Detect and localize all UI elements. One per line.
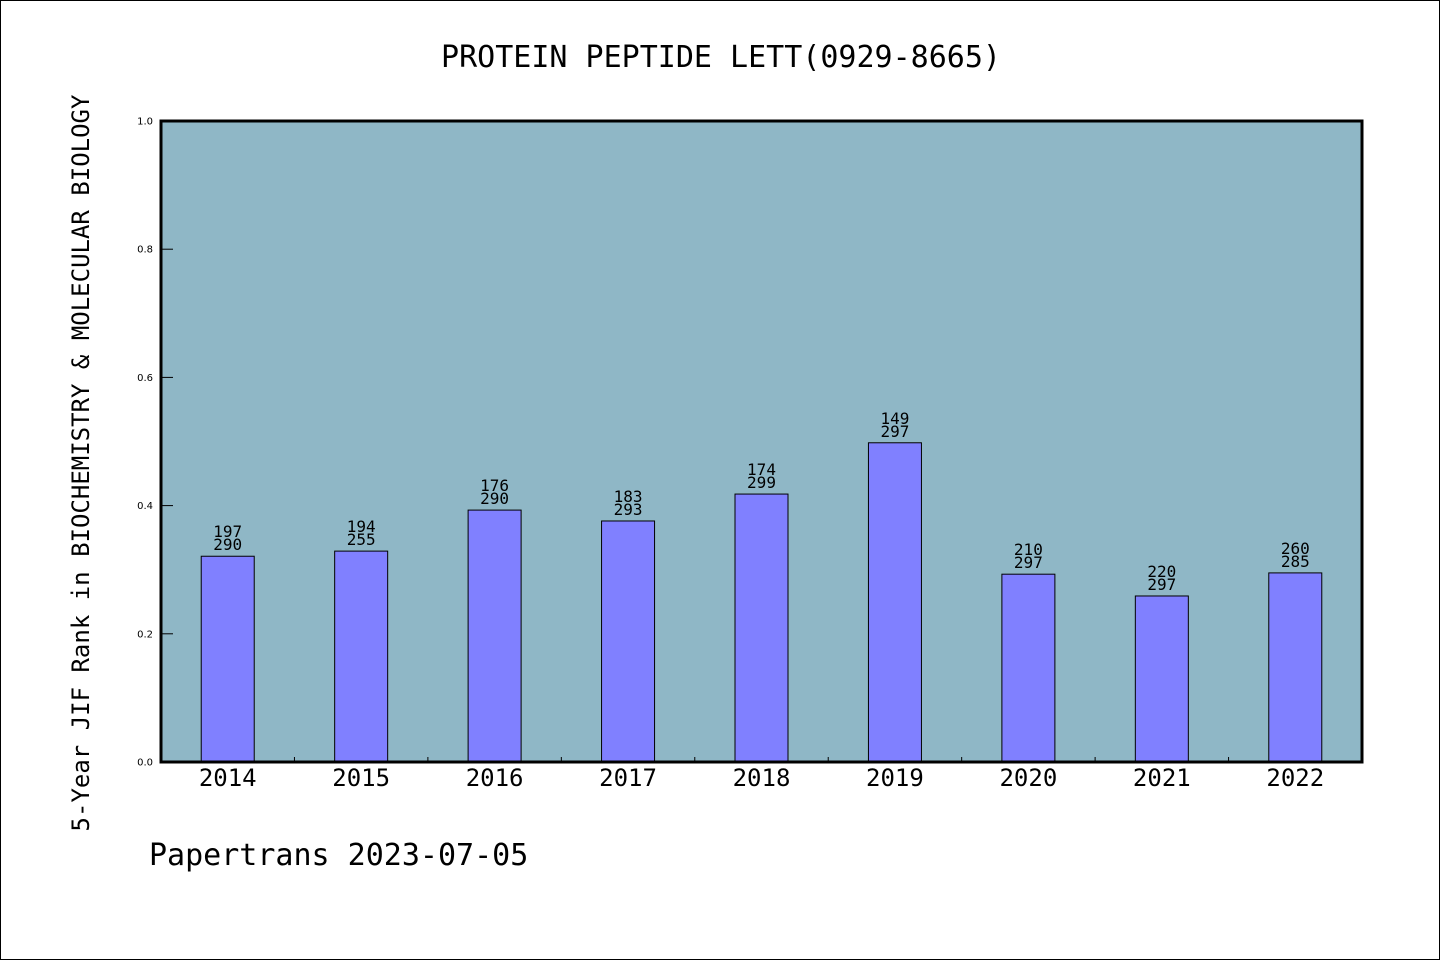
bar-label-top: 210 [1014, 540, 1043, 559]
bar-2015 [334, 550, 389, 763]
bar-label-top: 197 [213, 522, 242, 541]
bar-label-bottom: 297 [1014, 553, 1043, 572]
y-tick-label: 1.0 [137, 117, 153, 128]
bar-2020 [1001, 573, 1056, 763]
plot-area: 0.00.20.40.60.81.01972902014194255201517… [137, 117, 1364, 792]
bar-2016 [467, 509, 522, 763]
bar-label-top: 174 [747, 460, 776, 479]
bar-label-bottom: 290 [480, 489, 509, 508]
bar-2014 [200, 555, 255, 763]
x-tick-label: 2017 [599, 764, 657, 792]
bar-label-bottom: 255 [347, 530, 376, 549]
chart-title: PROTEIN PEPTIDE LETT(0929-8665) [441, 40, 1001, 75]
y-tick-label: 0.2 [137, 629, 153, 640]
x-tick-label: 2021 [1133, 764, 1191, 792]
y-tick-label: 0.0 [137, 758, 153, 769]
bar-label-bottom: 293 [614, 500, 643, 519]
bar-label-top: 149 [880, 409, 909, 428]
bar-label-bottom: 297 [1147, 575, 1176, 594]
x-tick-label: 2019 [866, 764, 924, 792]
bar-2019 [867, 442, 922, 763]
x-tick-label: 2015 [332, 764, 390, 792]
bar-label-bottom: 290 [213, 535, 242, 554]
bar-2018 [734, 493, 789, 763]
y-tick-label: 0.4 [137, 501, 153, 512]
bar-2021 [1134, 595, 1189, 763]
x-tick-label: 2014 [199, 764, 257, 792]
plot-frame [159, 119, 1364, 764]
bar-label-top: 194 [347, 517, 376, 536]
y-tick-label: 0.6 [137, 373, 153, 384]
bar-label-top: 260 [1281, 539, 1310, 558]
y-axis-label: 5-Year JIF Rank in BIOCHEMISTRY & MOLECU… [67, 94, 95, 831]
bar-label-bottom: 285 [1281, 552, 1310, 571]
bar-label-top: 183 [614, 487, 643, 506]
y-tick-label: 0.8 [137, 245, 153, 256]
bar-label-bottom: 299 [747, 473, 776, 492]
bar-label-top: 176 [480, 476, 509, 495]
footer-credit: Papertrans 2023-07-05 [149, 838, 528, 873]
x-tick-label: 2016 [466, 764, 524, 792]
bar-label-top: 220 [1147, 562, 1176, 581]
bar-2017 [601, 520, 656, 763]
bar-2022 [1268, 572, 1323, 763]
x-tick-label: 2022 [1266, 764, 1324, 792]
x-tick-label: 2018 [733, 764, 791, 792]
bar-label-bottom: 297 [880, 422, 909, 441]
x-tick-label: 2020 [999, 764, 1057, 792]
